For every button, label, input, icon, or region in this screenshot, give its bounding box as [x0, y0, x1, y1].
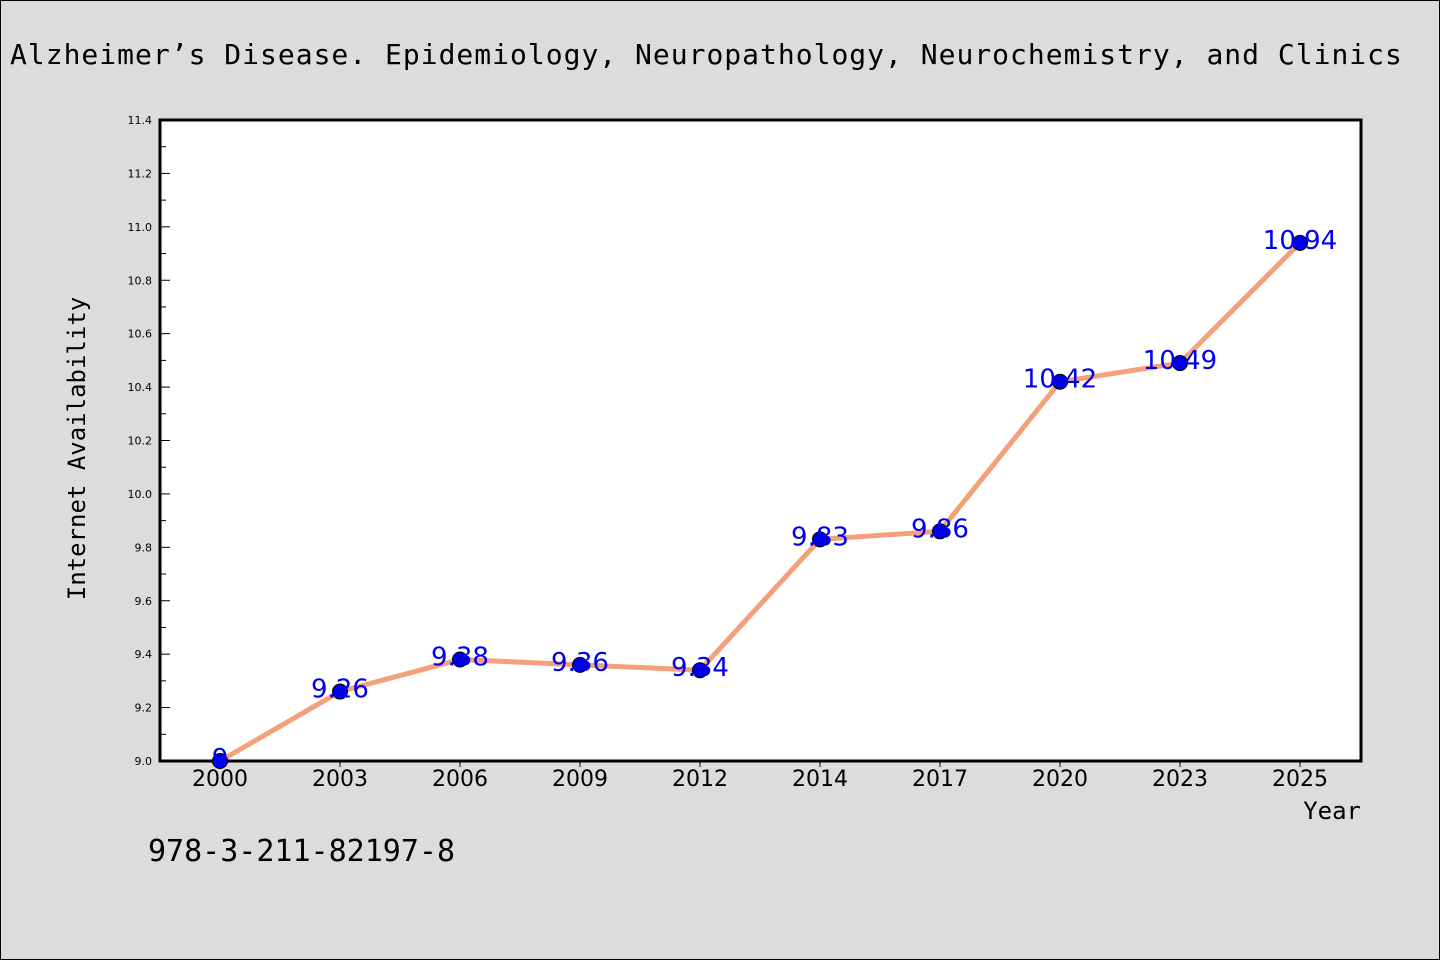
data-label: 9.86: [911, 514, 969, 544]
y-tick-label: 10.8: [128, 274, 153, 287]
y-tick-label: 11.2: [128, 167, 153, 180]
x-tick-label: 2020: [1032, 767, 1088, 792]
y-axis: 9.0 9.2 9.4 9.6 9.8 10.0 10.2 10.4 10.6 10.8 11.0 1…: [128, 114, 170, 768]
data-label: 10.42: [1023, 365, 1097, 395]
x-tick-label: 2000: [192, 767, 248, 792]
x-tick-label: 2025: [1272, 767, 1328, 792]
data-point: [452, 651, 468, 668]
x-tick-label: 2023: [1152, 767, 1208, 792]
x-tick-label: 2006: [432, 767, 488, 792]
y-tick-label: 9.2: [135, 702, 153, 715]
y-tick-label: 11.0: [128, 221, 153, 234]
data-point: [1052, 373, 1068, 390]
x-axis-label: Year: [1303, 797, 1361, 825]
y-tick-label: 9.4: [135, 648, 153, 661]
x-tick-label: 2003: [312, 767, 368, 792]
data-label: 9.36: [551, 648, 609, 678]
y-tick-label: 10.0: [128, 488, 153, 501]
x-tick-label: 2009: [552, 767, 608, 792]
data-label: 10.94: [1263, 226, 1337, 256]
chart-title: Alzheimer’s Disease. Epidemiology, Neuro…: [10, 38, 1403, 71]
data-point: [932, 523, 948, 540]
data-point: [1172, 355, 1188, 372]
x-axis: 2000 2003 2006 2009 2012 2014 2017 2020 2023 2025: [192, 761, 1328, 792]
data-point: [1292, 234, 1308, 251]
y-tick-label: 9.0: [135, 755, 153, 768]
data-label: 9: [212, 744, 229, 774]
y-tick-label: 11.4: [128, 114, 153, 127]
data-point: [692, 662, 708, 679]
y-tick-label: 10.6: [128, 328, 153, 341]
data-point: [812, 531, 828, 548]
data-point: [572, 656, 588, 673]
x-tick-label: 2012: [672, 767, 728, 792]
y-tick-label: 9.8: [135, 541, 153, 554]
y-tick-label: 9.6: [135, 595, 153, 608]
y-axis-label: Internet Availability: [63, 297, 91, 600]
data-label: 9.34: [671, 653, 729, 683]
series-line: [218, 241, 1302, 764]
data-point: [332, 683, 348, 700]
x-tick-label: 2017: [912, 767, 968, 792]
data-label: 9.26: [311, 675, 369, 705]
y-tick-label: 10.4: [128, 381, 153, 394]
x-tick-label: 2014: [792, 767, 848, 792]
data-points: [212, 234, 1308, 769]
y-tick-label: 10.2: [128, 435, 153, 448]
data-point: [212, 753, 228, 769]
data-label: 9.38: [431, 643, 489, 673]
data-label: 9.83: [791, 522, 849, 552]
isbn-text: 978-3-211-82197-8: [148, 834, 456, 869]
plot-area: [158, 118, 1363, 763]
data-labels: 9 9.26 9.38 9.36 9.34 9.83 9.86 10.42 10.49 10.94: [212, 226, 1337, 774]
data-label: 10.49: [1143, 346, 1217, 376]
